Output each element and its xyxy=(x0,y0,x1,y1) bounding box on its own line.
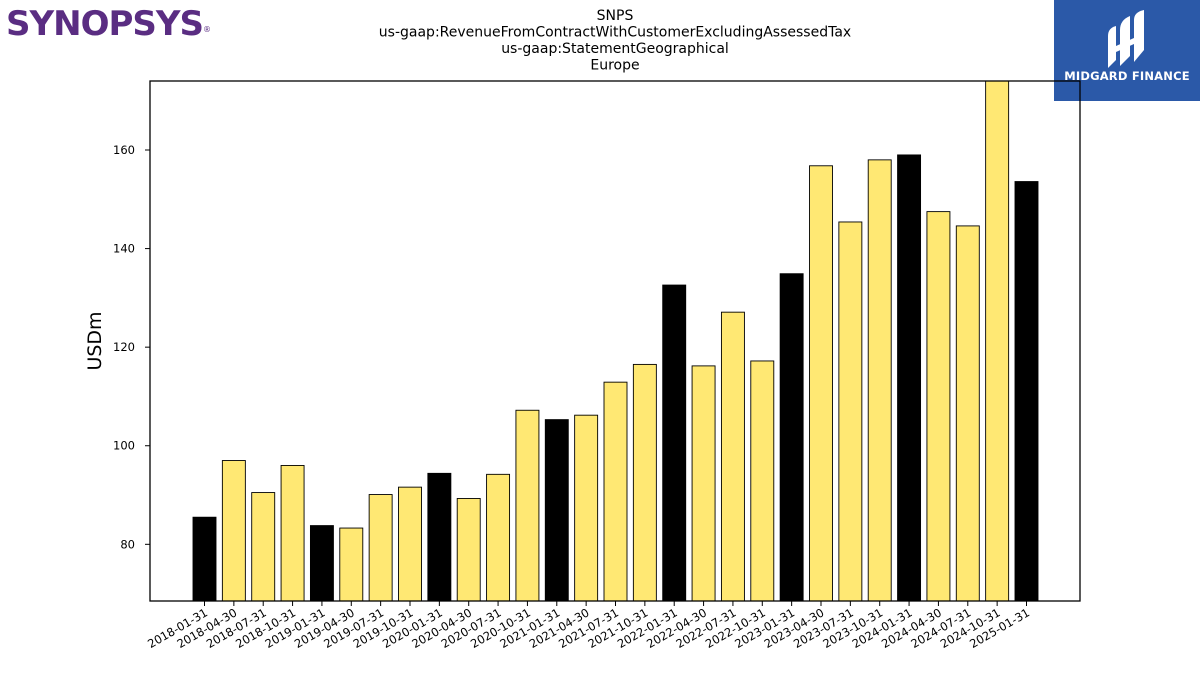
y-tick-label: 140 xyxy=(113,242,135,256)
y-tick-label: 120 xyxy=(113,340,135,354)
bar-2019-07-31 xyxy=(368,494,393,602)
midgard-finance-logo: MIDGARD FINANCE xyxy=(1054,0,1200,101)
x-axis: 2018-01-312018-04-302018-07-312018-10-31… xyxy=(145,601,1032,651)
y-tick-label: 100 xyxy=(113,439,135,453)
bar-2023-10-31 xyxy=(867,159,892,602)
bar-2025-01-31 xyxy=(1014,181,1039,602)
bar-2020-10-31 xyxy=(515,409,540,602)
midgard-logo-icon xyxy=(1108,10,1144,68)
bar-2021-07-31 xyxy=(603,381,628,602)
chart-title-line: us-gaap:RevenueFromContractWithCustomerE… xyxy=(379,25,851,41)
chart-title-line: us-gaap:StatementGeographical xyxy=(501,41,729,57)
y-axis-label: USDm xyxy=(84,311,106,370)
bar-2019-01-31 xyxy=(309,525,334,602)
chart-title-line: SNPS xyxy=(597,8,634,24)
bar-2018-07-31 xyxy=(251,492,276,602)
midgard-logo-text: MIDGARD FINANCE xyxy=(1064,69,1190,83)
y-tick-label: 160 xyxy=(113,143,135,157)
synopsys-logo-text: SYNOPSYS xyxy=(6,4,204,44)
bar-2024-04-30 xyxy=(926,211,951,602)
bar-2024-07-31 xyxy=(955,225,980,602)
bar-2021-10-31 xyxy=(632,363,657,602)
registered-mark: ® xyxy=(202,25,211,34)
bar-2020-01-31 xyxy=(427,472,452,602)
chart-title-line: Europe xyxy=(590,58,639,74)
bar-2018-01-31 xyxy=(192,516,217,602)
bars-group xyxy=(192,80,1039,602)
bar-2022-04-30 xyxy=(691,365,716,602)
bar-2018-10-31 xyxy=(280,465,305,602)
bar-2022-07-31 xyxy=(720,311,745,602)
bar-2021-01-31 xyxy=(544,419,569,602)
bar-2018-04-30 xyxy=(221,460,246,602)
bar-2019-04-30 xyxy=(339,527,364,602)
y-axis: 80 100 120 140 160 xyxy=(113,143,150,551)
bar-2020-04-30 xyxy=(456,498,481,602)
bar-2024-01-31 xyxy=(897,154,922,602)
bar-2023-07-31 xyxy=(838,221,863,602)
synopsys-logo: SYNOPSYS® xyxy=(6,2,211,46)
bar-2024-10-31 xyxy=(985,80,1010,602)
bar-2021-04-30 xyxy=(574,414,599,602)
y-tick-label: 80 xyxy=(120,537,135,551)
bar-2022-01-31 xyxy=(662,284,687,602)
bar-2019-10-31 xyxy=(398,486,422,602)
bar-2022-10-31 xyxy=(750,360,775,602)
chart-title: SNPSus-gaap:RevenueFromContractWithCusto… xyxy=(379,8,851,74)
bar-2023-04-30 xyxy=(809,165,833,602)
bar-2023-01-31 xyxy=(779,273,804,602)
bar-2020-07-31 xyxy=(486,473,511,602)
